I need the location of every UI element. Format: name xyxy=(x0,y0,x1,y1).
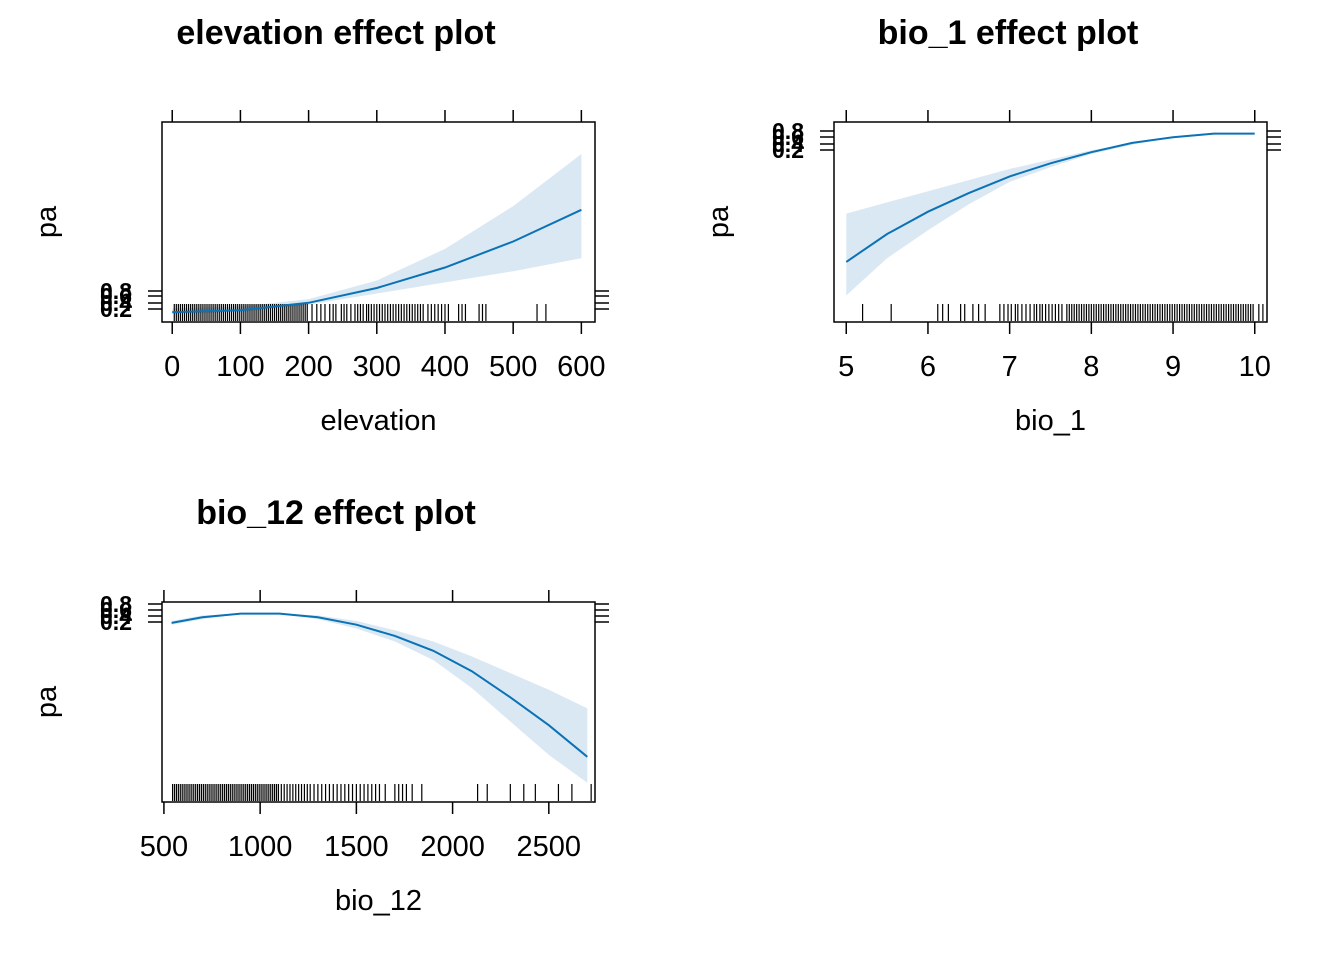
x-axis-label: bio_12 xyxy=(335,885,422,917)
effect-panel-3: bio_12 effect plot 500 1000 1500 2000 2500 0.8… xyxy=(31,494,609,917)
x-tick-label: 0 xyxy=(164,351,180,383)
y-tick-label: 0.8 xyxy=(100,591,132,617)
x-tick-label: 500 xyxy=(140,831,188,863)
y-tick-label: 0.4 xyxy=(772,131,804,157)
y-tick-label: 0.4 xyxy=(100,290,132,316)
x-axis-label: elevation xyxy=(320,405,436,437)
y-tick-label: 0.8 xyxy=(100,278,132,304)
rug-marks xyxy=(173,304,547,321)
confidence-band xyxy=(172,154,582,314)
y-axis-label: pa xyxy=(31,205,63,238)
confidence-band xyxy=(171,613,588,783)
x-tick-label: 8 xyxy=(1083,351,1099,383)
y-tick-label: 0.4 xyxy=(100,603,132,629)
x-tick-label: 2500 xyxy=(517,831,582,863)
panel-frame xyxy=(161,601,596,803)
x-tick-label: 200 xyxy=(284,351,332,383)
x-tick-label: 7 xyxy=(1002,351,1018,383)
y-tick-label: 0.8 xyxy=(772,118,804,144)
y-axis-label: pa xyxy=(703,205,735,238)
x-tick-label: 400 xyxy=(421,351,469,383)
x-tick-label: 1500 xyxy=(324,831,389,863)
y-tick-label: 0.6 xyxy=(100,597,132,623)
y-tick-label: 0.2 xyxy=(772,137,804,163)
effect-panel-1: elevation effect plot 0 100 200 300 400 500 600… xyxy=(31,14,609,437)
fitted-line xyxy=(172,208,582,314)
y-axis-label: pa xyxy=(31,685,63,718)
x-tick-label: 5 xyxy=(838,351,854,383)
x-axis-label: bio_1 xyxy=(1015,405,1086,437)
panel-frame xyxy=(161,121,596,323)
y-tick-label: 0.6 xyxy=(772,124,804,150)
fitted-line xyxy=(171,612,588,758)
x-tick-label: 6 xyxy=(920,351,936,383)
x-tick-label: 10 xyxy=(1239,351,1271,383)
y-tick-label: 0.2 xyxy=(100,609,132,635)
x-tick-label: 100 xyxy=(216,351,264,383)
x-tick-label: 9 xyxy=(1165,351,1181,383)
panel-frame xyxy=(833,121,1268,323)
x-tick-label: 300 xyxy=(353,351,401,383)
y-tick-label: 0.6 xyxy=(100,283,132,309)
x-tick-label: 2000 xyxy=(420,831,485,863)
confidence-band xyxy=(846,133,1255,296)
panel-title: bio_12 effect plot xyxy=(196,494,476,532)
panel-title: elevation effect plot xyxy=(176,14,495,52)
effect-panel-2: bio_1 effect plot 5 6 7 8 9 10 0.80.60.40.2 bio_… xyxy=(703,14,1281,437)
y-tick-label: 0.2 xyxy=(100,296,132,322)
panel-title: bio_1 effect plot xyxy=(878,14,1139,52)
x-tick-label: 600 xyxy=(557,351,605,383)
x-tick-label: 1000 xyxy=(228,831,293,863)
x-tick-label: 500 xyxy=(489,351,537,383)
rug-marks xyxy=(171,784,592,801)
rug-marks xyxy=(861,304,1264,321)
fitted-line xyxy=(845,132,1255,263)
